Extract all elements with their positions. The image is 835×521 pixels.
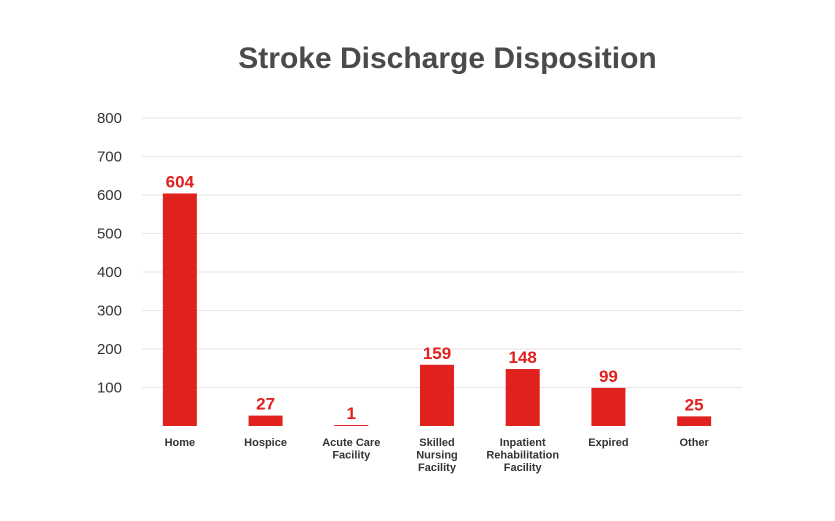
x-tick-label-5: Expired xyxy=(588,437,628,449)
y-tick-label-200: 200 xyxy=(97,341,122,358)
x-tick-label-line: Skilled xyxy=(419,437,454,449)
x-tick-label-line: Other xyxy=(679,437,709,449)
data-label-2: 1 xyxy=(347,404,356,423)
data-label-1: 27 xyxy=(256,395,275,414)
y-tick-label-100: 100 xyxy=(97,380,122,397)
x-tick-label-6: Other xyxy=(679,437,709,449)
y-tick-label-700: 700 xyxy=(97,149,122,166)
data-label-3: 159 xyxy=(423,344,451,363)
x-tick-label-1: Hospice xyxy=(244,437,287,449)
bar-1 xyxy=(248,415,283,426)
x-tick-label-4: Inpatient Rehabilitation Facility xyxy=(486,437,559,474)
x-tick-label-line: Facility xyxy=(418,462,457,474)
x-tick-label-2: Acute Care Facility xyxy=(322,437,380,462)
x-tick-label-line: Hospice xyxy=(244,437,287,449)
y-tick-label-800: 800 xyxy=(97,110,122,127)
data-label-4: 148 xyxy=(509,348,537,367)
bar-5 xyxy=(591,387,626,426)
x-tick-label-line: Nursing xyxy=(416,450,458,462)
data-label-0: 604 xyxy=(166,172,195,191)
y-tick-label-500: 500 xyxy=(97,226,122,243)
x-tick-label-line: Acute Care xyxy=(322,437,380,449)
x-tick-label-line: Inpatient xyxy=(500,437,546,449)
bar-6 xyxy=(677,416,712,426)
x-tick-label-line: Expired xyxy=(588,437,628,449)
y-tick-label-300: 300 xyxy=(97,303,122,320)
x-tick-label-3: Skilled Nursing Facility xyxy=(416,437,458,474)
x-tick-label-line: Rehabilitation xyxy=(486,450,559,462)
bar-2 xyxy=(334,425,369,426)
chart-title: Stroke Discharge Disposition xyxy=(238,42,657,75)
bar-0 xyxy=(162,193,197,426)
bar-4 xyxy=(505,369,540,426)
x-tick-label-0: Home xyxy=(165,437,196,449)
y-tick-label-400: 400 xyxy=(97,264,122,281)
x-tick-label-line: Facility xyxy=(504,462,543,474)
y-tick-label-600: 600 xyxy=(97,187,122,204)
data-label-5: 99 xyxy=(599,367,618,386)
bar-3 xyxy=(420,364,454,426)
data-label-6: 25 xyxy=(685,395,704,414)
x-tick-label-line: Home xyxy=(165,437,196,449)
x-tick-label-line: Facility xyxy=(332,450,371,462)
